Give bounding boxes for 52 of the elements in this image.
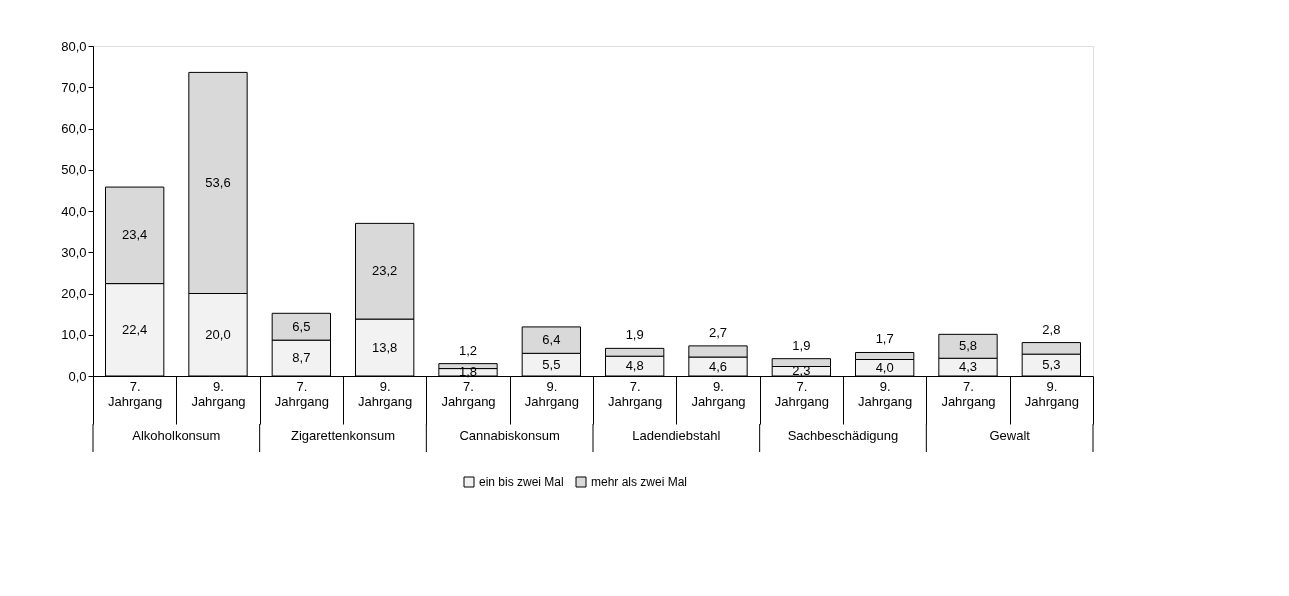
- text: Cannabiskonsum: [459, 428, 560, 443]
- text: Zigarettenkonsum: [290, 428, 396, 443]
- data-label: 5,8: [958, 338, 978, 354]
- data-label: 4,6: [708, 358, 728, 374]
- x-tick-label: 9. Jahrgang: [191, 378, 246, 409]
- text: Ladendiebstahl: [632, 428, 721, 443]
- data-label: 1,9: [792, 337, 811, 353]
- data-label: 4,0: [875, 359, 894, 375]
- data-label: 2,8: [1042, 321, 1061, 337]
- text: Alkoholkonsum: [132, 428, 221, 443]
- legend-label: mehr als zwei Mal: [591, 475, 688, 489]
- x-tick-label: 7. Jahrgang: [774, 378, 829, 409]
- y-tick-label: 30,0: [61, 244, 87, 260]
- data-label: 6,4: [542, 332, 561, 348]
- x-tick-label: 7. Jahrgang: [941, 378, 996, 409]
- x-tick-label: 9. Jahrgang: [691, 378, 746, 409]
- text: Gewalt: [989, 428, 1031, 443]
- legend-label: ein bis zwei Mal: [479, 475, 564, 489]
- y-tick-label: 80,0: [61, 38, 87, 54]
- data-label: 53,6: [205, 174, 231, 190]
- y-tick-label: 70,0: [61, 79, 87, 95]
- x-tick-label: 7. Jahrgang: [108, 378, 163, 409]
- x-tick-label: 7. Jahrgang: [608, 378, 663, 409]
- data-label: 1,9: [625, 327, 644, 343]
- data-label: 2,7: [708, 324, 728, 340]
- data-label: 5,3: [1042, 357, 1061, 373]
- y-tick-label: 0,0: [68, 368, 87, 384]
- x-tick-label: 7. Jahrgang: [274, 378, 329, 409]
- y-tick-label: 60,0: [61, 121, 87, 136]
- data-label: 20,0: [205, 326, 231, 342]
- x-tick-label: 9. Jahrgang: [858, 378, 913, 409]
- y-tick-label: 10,0: [61, 327, 87, 343]
- data-label: 22,4: [122, 321, 148, 337]
- data-label: 4,8: [625, 358, 644, 374]
- data-label: 1,8: [458, 364, 478, 380]
- y-tick-label: 40,0: [61, 203, 87, 219]
- data-label: 4,3: [958, 359, 978, 375]
- data-label: 5,5: [542, 356, 561, 372]
- y-tick-label: 50,0: [61, 162, 87, 178]
- data-label: 13,8: [372, 339, 398, 355]
- y-tick-label: 20,0: [61, 286, 87, 301]
- data-label: 6,5: [292, 318, 311, 334]
- x-tick-label: 7. Jahrgang: [441, 378, 496, 409]
- data-label: 1,2: [458, 342, 478, 358]
- data-label: 8,7: [292, 350, 311, 366]
- text: Sachbeschädigung: [787, 428, 899, 443]
- x-tick-label: 9. Jahrgang: [1024, 378, 1079, 409]
- data-label: 23,2: [372, 263, 398, 279]
- x-tick-label: 9. Jahrgang: [524, 378, 579, 409]
- data-label: 1,7: [875, 331, 894, 347]
- x-tick-label: 9. Jahrgang: [358, 378, 413, 409]
- data-label: 23,4: [122, 227, 148, 243]
